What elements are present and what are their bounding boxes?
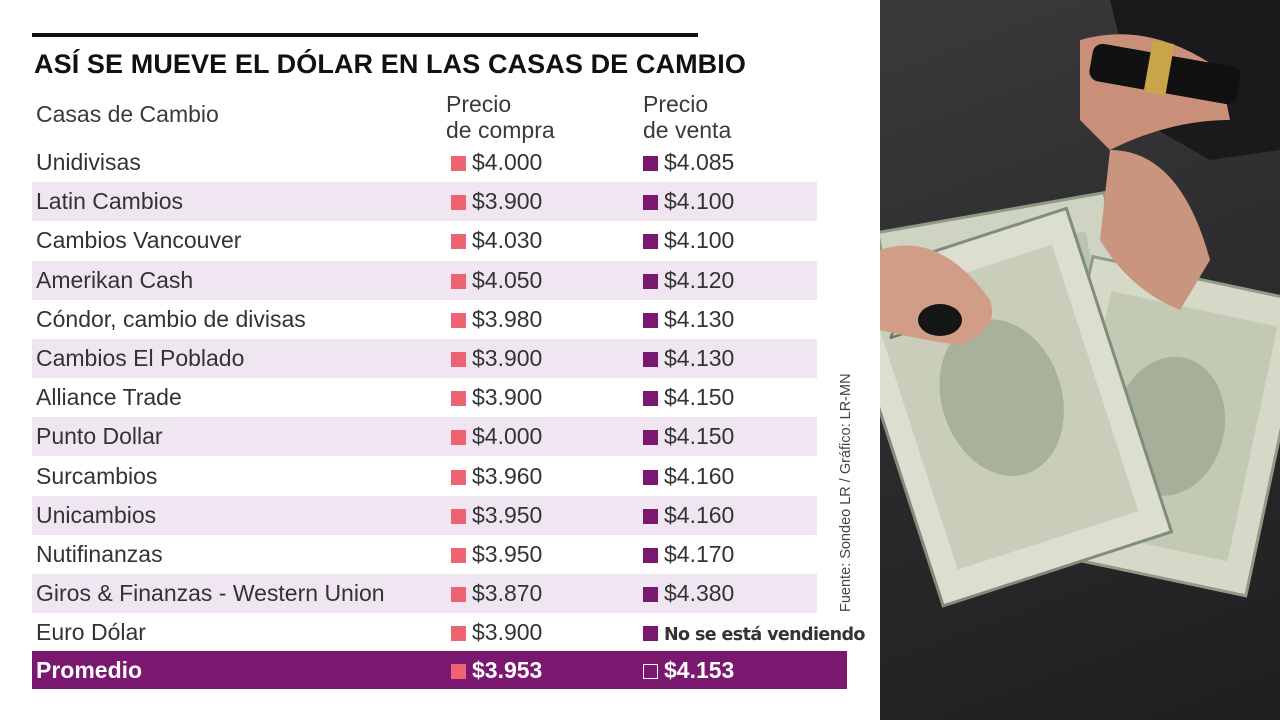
buy-marker-icon: [451, 509, 466, 524]
sell-marker-icon: [643, 626, 658, 641]
casa-name: Nutifinanzas: [36, 541, 163, 567]
sell-price: $4.150: [643, 378, 734, 417]
source-credit: Fuente: Sondeo LR / Gráfico: LR-MN: [838, 373, 854, 612]
buy-marker-icon: [451, 391, 466, 406]
buy-price: $3.950: [451, 535, 542, 574]
buy-price: $3.960: [451, 457, 542, 496]
sell-marker-icon: [643, 587, 658, 602]
sell-price: $4.150: [643, 417, 734, 456]
casa-name: Giros & Finanzas - Western Union: [36, 580, 385, 606]
buy-price: $4.030: [451, 221, 542, 260]
table-row: Unidivisas $4.000 $4.085: [32, 143, 817, 182]
sell-marker-icon: [643, 391, 658, 406]
table-row-total: Promedio $3.953 $4.153: [32, 651, 847, 689]
total-sell-price: $4.153: [643, 651, 734, 689]
sell-marker-icon: [643, 470, 658, 485]
column-header-compra: Precio de compra: [446, 91, 555, 143]
buy-marker-icon: [451, 548, 466, 563]
buy-price: $4.000: [451, 417, 542, 456]
casa-name: Surcambios: [36, 463, 158, 489]
buy-price: $3.980: [451, 300, 542, 339]
buy-price: $4.050: [451, 261, 542, 300]
sell-marker-icon: [643, 313, 658, 328]
buy-price: $3.900: [451, 182, 542, 221]
table-row: Punto Dollar $4.000 $4.150: [32, 417, 817, 456]
buy-price: $3.900: [451, 339, 542, 378]
sell-price: $4.130: [643, 339, 734, 378]
infographic-title: ASÍ SE MUEVE EL DÓLAR EN LAS CASAS DE CA…: [34, 49, 746, 79]
sell-price: $4.380: [643, 574, 734, 613]
buy-marker-icon: [451, 470, 466, 485]
buy-marker-icon: [451, 234, 466, 249]
table-row: Latin Cambios $3.900 $4.100: [32, 182, 817, 221]
sell-price: $4.130: [643, 300, 734, 339]
column-header-casas: Casas de Cambio: [36, 101, 219, 127]
table-row: Alliance Trade $3.900 $4.150: [32, 378, 817, 417]
casa-name: Cóndor, cambio de divisas: [36, 306, 306, 332]
casa-name: Cambios Vancouver: [36, 227, 242, 253]
buy-price: $3.950: [451, 496, 542, 535]
sell-marker-icon: [643, 509, 658, 524]
sell-price: No se está vendiendo: [643, 613, 865, 652]
table-row: Giros & Finanzas - Western Union $3.870 $4…: [32, 574, 817, 613]
buy-marker-icon: [451, 274, 466, 289]
buy-price: $3.870: [451, 574, 542, 613]
sell-marker-icon: [643, 274, 658, 289]
buy-marker-icon: [451, 430, 466, 445]
total-buy-price: $3.953: [451, 651, 542, 689]
sell-price: $4.120: [643, 261, 734, 300]
sell-price: $4.160: [643, 496, 734, 535]
buy-marker-icon: [451, 626, 466, 641]
sell-marker-icon: [643, 234, 658, 249]
casa-name: Alliance Trade: [36, 384, 182, 410]
casa-name: Latin Cambios: [36, 188, 184, 214]
table-row: Cóndor, cambio de divisas $3.980 $4.130: [32, 300, 817, 339]
buy-marker-icon: [451, 195, 466, 210]
casa-name: Unidivisas: [36, 149, 141, 175]
sell-price: $4.085: [643, 143, 734, 182]
column-header-venta: Precio de venta: [643, 91, 732, 143]
total-label: Promedio: [36, 657, 143, 683]
buy-marker-icon: [451, 352, 466, 367]
casa-name: Euro Dólar: [36, 619, 146, 645]
table-row: Unicambios $3.950 $4.160: [32, 496, 817, 535]
sell-price: $4.100: [643, 221, 734, 260]
casa-name: Cambios El Poblado: [36, 345, 245, 371]
top-rule: [32, 33, 698, 37]
buy-marker-icon: [451, 313, 466, 328]
buy-price: $4.000: [451, 143, 542, 182]
casa-name: Punto Dollar: [36, 423, 163, 449]
table-row: Euro Dólar $3.900 No se está vendiendo: [32, 613, 865, 652]
sell-marker-icon: [643, 156, 658, 171]
sell-price: $4.160: [643, 457, 734, 496]
buy-marker-icon: [451, 664, 466, 679]
casa-name: Amerikan Cash: [36, 267, 194, 293]
sell-marker-icon: [643, 195, 658, 210]
dollar-bills-photo: 20: [880, 0, 1280, 720]
buy-price: $3.900: [451, 378, 542, 417]
sell-marker-icon: [643, 548, 658, 563]
exchange-rate-infographic: ASÍ SE MUEVE EL DÓLAR EN LAS CASAS DE CA…: [32, 33, 866, 689]
sell-price: $4.100: [643, 182, 734, 221]
table-row: Amerikan Cash $4.050 $4.120: [32, 261, 817, 300]
hands-counting-dollars-icon: 20: [880, 0, 1280, 608]
buy-marker-icon: [451, 587, 466, 602]
table-row: Cambios Vancouver $4.030 $4.100: [32, 221, 817, 260]
sell-marker-icon: [643, 352, 658, 367]
sell-marker-icon: [643, 664, 658, 679]
table-row: Cambios El Poblado $3.900 $4.130: [32, 339, 817, 378]
casa-name: Unicambios: [36, 502, 157, 528]
sell-marker-icon: [643, 430, 658, 445]
table-row: Surcambios $3.960 $4.160: [32, 457, 817, 496]
buy-marker-icon: [451, 156, 466, 171]
sell-price: $4.170: [643, 535, 734, 574]
buy-price: $3.900: [451, 613, 542, 652]
table-row: Nutifinanzas $3.950 $4.170: [32, 535, 817, 574]
